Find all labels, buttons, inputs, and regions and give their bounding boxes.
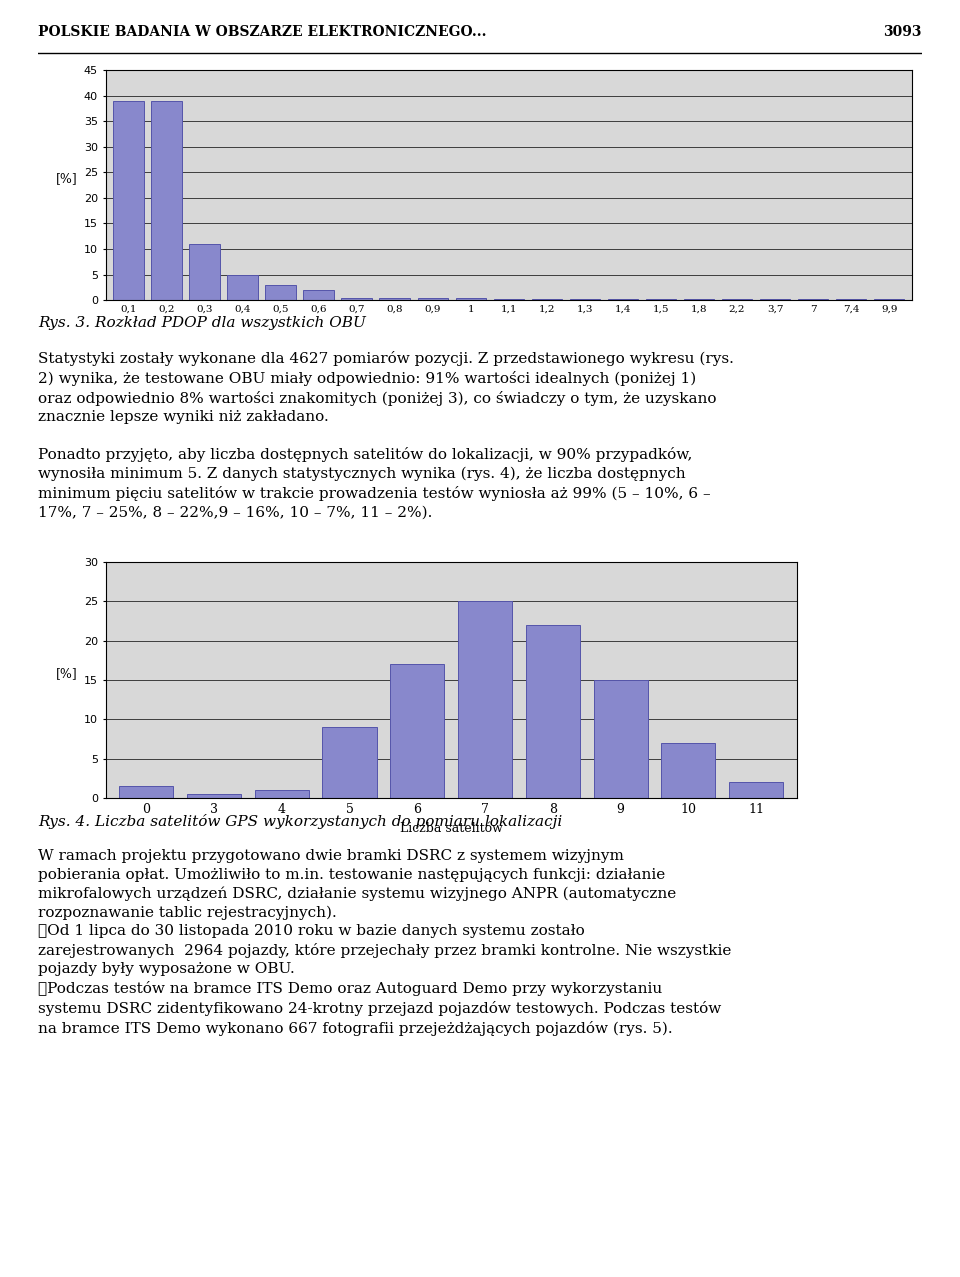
Text: POLSKIE BADANIA W OBSZARZE ELEKTRONICZNEGO...: POLSKIE BADANIA W OBSZARZE ELEKTRONICZNE… [38, 26, 487, 38]
Bar [342, 298, 372, 300]
Bar [684, 299, 714, 300]
Text: W ramach projektu przygotowano dwie bramki DSRC z systemem wizyjnym
pobierania o: W ramach projektu przygotowano dwie bram… [38, 849, 732, 1036]
Text: Rys. 4. Liczba satelitów GPS wykorzystanych do pomiaru lokalizacji: Rys. 4. Liczba satelitów GPS wykorzystan… [38, 815, 563, 829]
Bar [189, 244, 220, 300]
Bar [458, 601, 513, 798]
Bar [608, 299, 638, 300]
Bar [228, 275, 257, 300]
Bar [532, 299, 562, 300]
Bar [119, 787, 174, 798]
Bar [152, 101, 181, 300]
Bar [418, 298, 448, 300]
Text: 3093: 3093 [883, 26, 922, 38]
Bar [323, 727, 376, 798]
X-axis label: Liczba satelitów: Liczba satelitów [399, 821, 503, 835]
Y-axis label: [%]: [%] [57, 172, 78, 185]
Bar [379, 298, 410, 300]
Bar [303, 290, 334, 300]
Bar [187, 794, 241, 798]
Bar [390, 664, 444, 798]
Bar [569, 299, 600, 300]
Bar [493, 299, 524, 300]
Bar [729, 783, 783, 798]
Text: Statystyki zostały wykonane dla 4627 pomiarów pozycji. Z przedstawionego wykresu: Statystyki zostały wykonane dla 4627 pom… [38, 351, 734, 520]
Bar [646, 299, 676, 300]
Bar [254, 790, 309, 798]
Bar [456, 298, 486, 300]
Bar [265, 285, 296, 300]
Bar [593, 679, 648, 798]
Y-axis label: [%]: [%] [57, 667, 78, 679]
Bar [661, 743, 715, 798]
Bar [113, 101, 144, 300]
Bar [526, 624, 580, 798]
Bar [722, 299, 753, 300]
Text: Rys. 3. Rozkład PDOP dla wszystkich OBU: Rys. 3. Rozkład PDOP dla wszystkich OBU [38, 317, 367, 331]
